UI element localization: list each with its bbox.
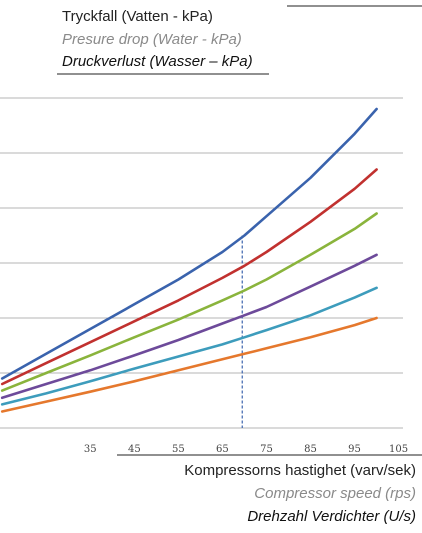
x-tick-label: 35 — [84, 444, 97, 455]
series-line-2 — [0, 168, 378, 386]
y-axis-label-sv: Tryckfall (Vatten - kPa) — [62, 8, 213, 25]
x-tick-label: 95 — [348, 444, 361, 455]
x-tick-label: 105 — [389, 444, 408, 455]
series-line-6 — [0, 316, 378, 413]
x-axis-label-sv: Kompressorns hastighet (varv/sek) — [184, 462, 416, 479]
series-line-1 — [0, 107, 378, 380]
series-line-5 — [0, 286, 378, 406]
series-lines — [0, 107, 378, 413]
series-line-3 — [0, 212, 378, 392]
y-axis-label-de: Druckverlust (Wasser – kPa) — [62, 53, 253, 70]
y-axis-label-en: Presure drop (Water - kPa) — [62, 31, 242, 48]
x-tick-label: 65 — [216, 444, 229, 455]
x-tick-label: 45 — [128, 444, 141, 455]
x-tick-label: 85 — [304, 444, 317, 455]
x-axis-label-de: Drehzahl Verdichter (U/s) — [247, 508, 416, 525]
x-tick-label: 55 — [172, 444, 185, 455]
grid-lines — [0, 97, 403, 429]
x-axis-label-en: Compressor speed (rps) — [254, 485, 416, 502]
x-tick-label: 75 — [260, 444, 273, 455]
x-tick-labels: 35 45 55 65 75 85 95 105 — [84, 444, 408, 455]
series-line-4 — [0, 253, 378, 400]
